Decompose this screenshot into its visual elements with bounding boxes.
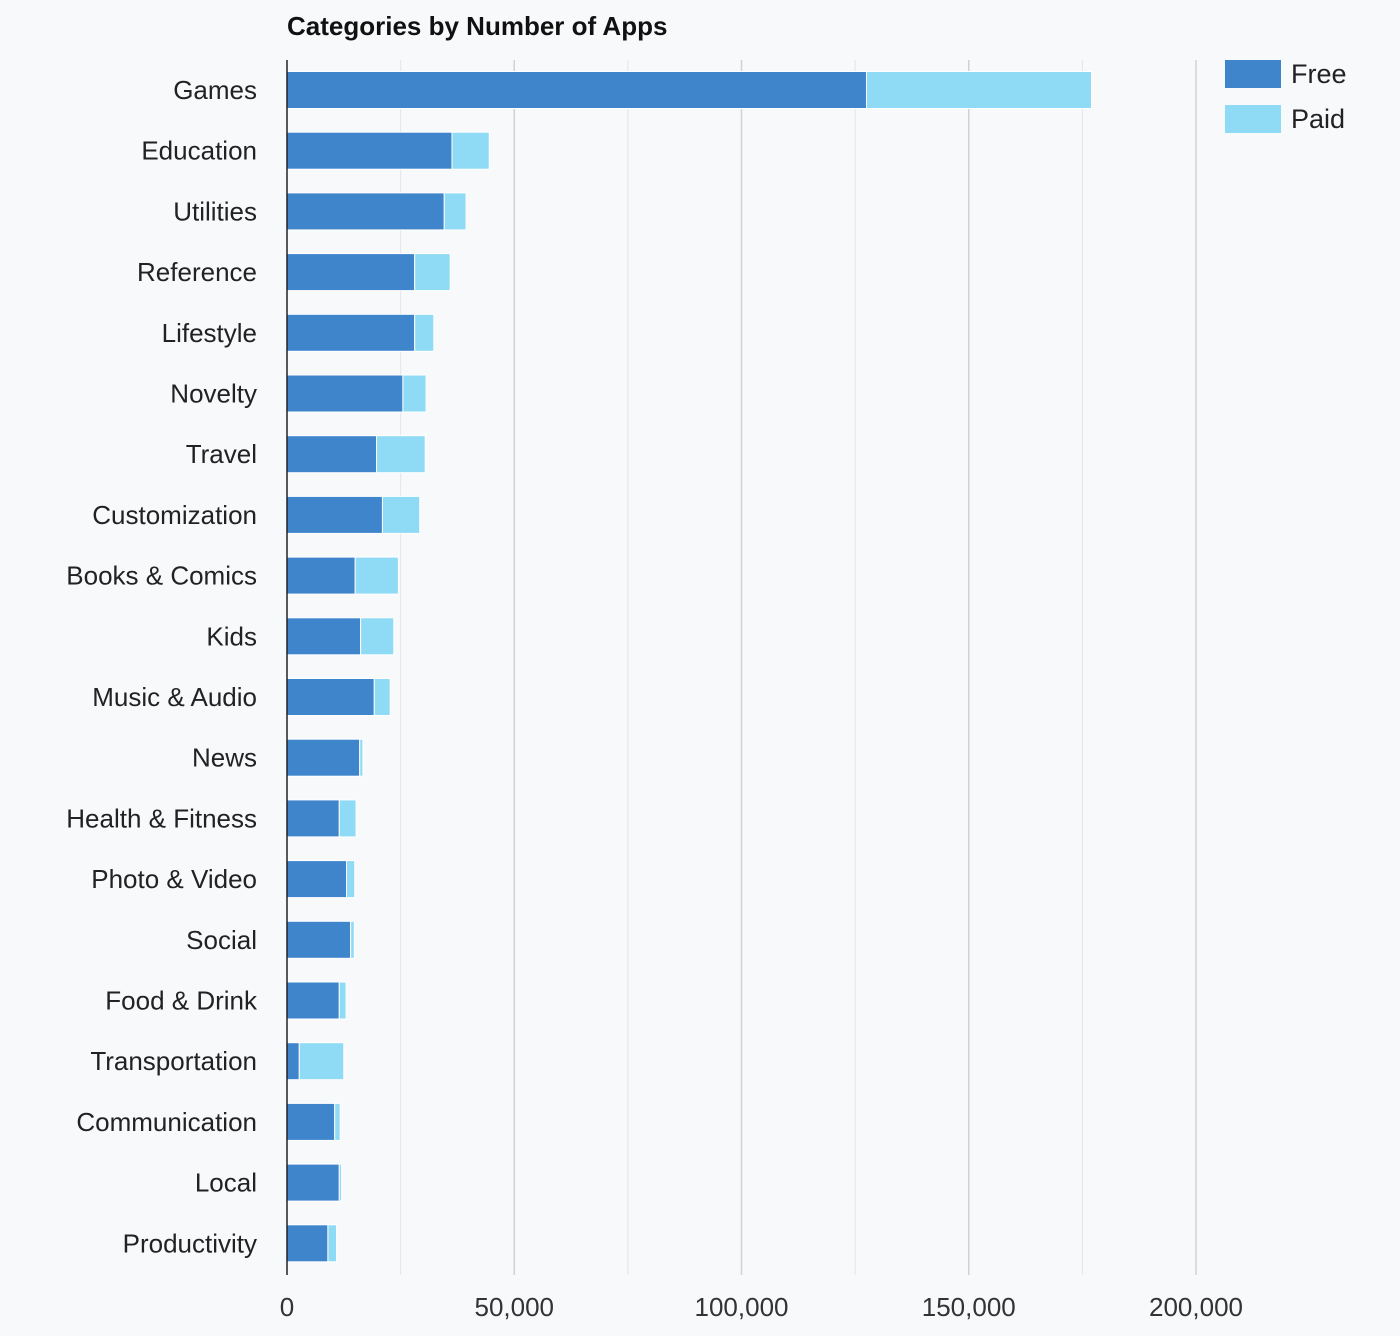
category-label-lifestyle: Lifestyle — [162, 318, 257, 348]
category-label-food-and-drink: Food & Drink — [105, 986, 258, 1016]
bar-novelty-paid[interactable] — [402, 374, 427, 413]
category-label-novelty: Novelty — [170, 379, 257, 409]
legend-swatch-paid — [1225, 105, 1281, 133]
category-label-education: Education — [141, 136, 257, 166]
bar-kids-paid[interactable] — [360, 617, 395, 656]
bar-health-and-fitness-free[interactable] — [286, 799, 340, 838]
bar-social-free[interactable] — [286, 920, 352, 959]
bar-reference-free[interactable] — [286, 253, 416, 292]
chart-title: Categories by Number of Apps — [287, 11, 667, 41]
category-label-kids: Kids — [206, 621, 257, 651]
bar-utilities-free[interactable] — [286, 192, 445, 231]
bar-transportation-paid[interactable] — [298, 1042, 345, 1081]
bar-local-free[interactable] — [286, 1163, 340, 1202]
category-label-communication: Communication — [76, 1107, 257, 1137]
category-label-local: Local — [195, 1168, 257, 1198]
bar-novelty-free[interactable] — [286, 374, 404, 413]
bar-customization-free[interactable] — [286, 495, 383, 534]
bar-photo-and-video-free[interactable] — [286, 860, 348, 899]
x-tick-label-1: 50,000 — [474, 1292, 554, 1322]
bar-utilities-paid[interactable] — [443, 192, 467, 231]
bar-communication-paid[interactable] — [334, 1102, 341, 1141]
bar-music-and-audio-free[interactable] — [286, 678, 375, 716]
bar-education-paid[interactable] — [451, 131, 490, 170]
bar-health-and-fitness-paid[interactable] — [338, 799, 357, 838]
x-tick-label-4: 200,000 — [1149, 1292, 1243, 1322]
bar-local-paid[interactable] — [338, 1163, 343, 1202]
bar-lifestyle-free[interactable] — [286, 313, 416, 352]
category-label-books-and-comics: Books & Comics — [66, 561, 257, 591]
category-label-music-and-audio: Music & Audio — [92, 682, 257, 712]
bar-productivity-free[interactable] — [286, 1224, 329, 1263]
bar-food-and-drink-paid[interactable] — [338, 981, 347, 1020]
bar-news-paid[interactable] — [359, 738, 364, 777]
bar-lifestyle-paid[interactable] — [414, 313, 435, 352]
x-tick-label-0: 0 — [280, 1292, 294, 1322]
category-label-travel: Travel — [186, 439, 257, 469]
bar-food-and-drink-free[interactable] — [286, 981, 340, 1020]
bar-games-free[interactable] — [286, 71, 867, 109]
bar-news-free[interactable] — [286, 738, 361, 777]
legend: Free Paid — [1225, 59, 1347, 134]
category-label-games: Games — [173, 75, 257, 105]
bar-productivity-paid[interactable] — [327, 1224, 338, 1263]
bar-books-and-comics-paid[interactable] — [354, 556, 399, 595]
bar-music-and-audio-paid[interactable] — [373, 678, 391, 716]
x-tick-label-2: 100,000 — [695, 1292, 789, 1322]
bar-social-paid[interactable] — [350, 920, 355, 959]
bar-photo-and-video-paid[interactable] — [346, 860, 356, 899]
legend-swatch-free — [1225, 60, 1281, 88]
category-label-utilities: Utilities — [173, 196, 257, 226]
category-label-customization: Customization — [92, 500, 257, 530]
bar-communication-free[interactable] — [286, 1102, 336, 1141]
bar-kids-free[interactable] — [286, 617, 362, 656]
bar-books-and-comics-free[interactable] — [286, 556, 356, 595]
legend-label-paid: Paid — [1291, 104, 1345, 134]
category-label-reference: Reference — [137, 257, 257, 287]
bar-education-free[interactable] — [286, 131, 453, 170]
legend-label-free: Free — [1291, 59, 1347, 89]
category-label-health-and-fitness: Health & Fitness — [66, 803, 257, 833]
x-tick-label-3: 150,000 — [922, 1292, 1016, 1322]
bar-reference-paid[interactable] — [414, 253, 451, 292]
bar-customization-paid[interactable] — [381, 495, 421, 534]
category-label-transportation: Transportation — [90, 1046, 257, 1076]
x-axis-ticks: 0 50,000 100,000 150,000 200,000 — [280, 1292, 1243, 1322]
category-label-social: Social — [186, 925, 257, 955]
category-label-news: News — [192, 743, 257, 773]
bar-travel-paid[interactable] — [376, 435, 426, 474]
category-labels: Games Education Utilities Reference Lifestyl… — [66, 75, 258, 1258]
bar-layer — [286, 71, 1092, 1263]
bar-games-paid[interactable] — [865, 71, 1092, 109]
category-label-productivity: Productivity — [123, 1228, 257, 1258]
category-label-photo-and-video: Photo & Video — [91, 864, 257, 894]
grid-layer — [400, 60, 1197, 1275]
bar-transportation-free[interactable] — [286, 1042, 300, 1081]
bar-travel-free[interactable] — [286, 435, 378, 474]
